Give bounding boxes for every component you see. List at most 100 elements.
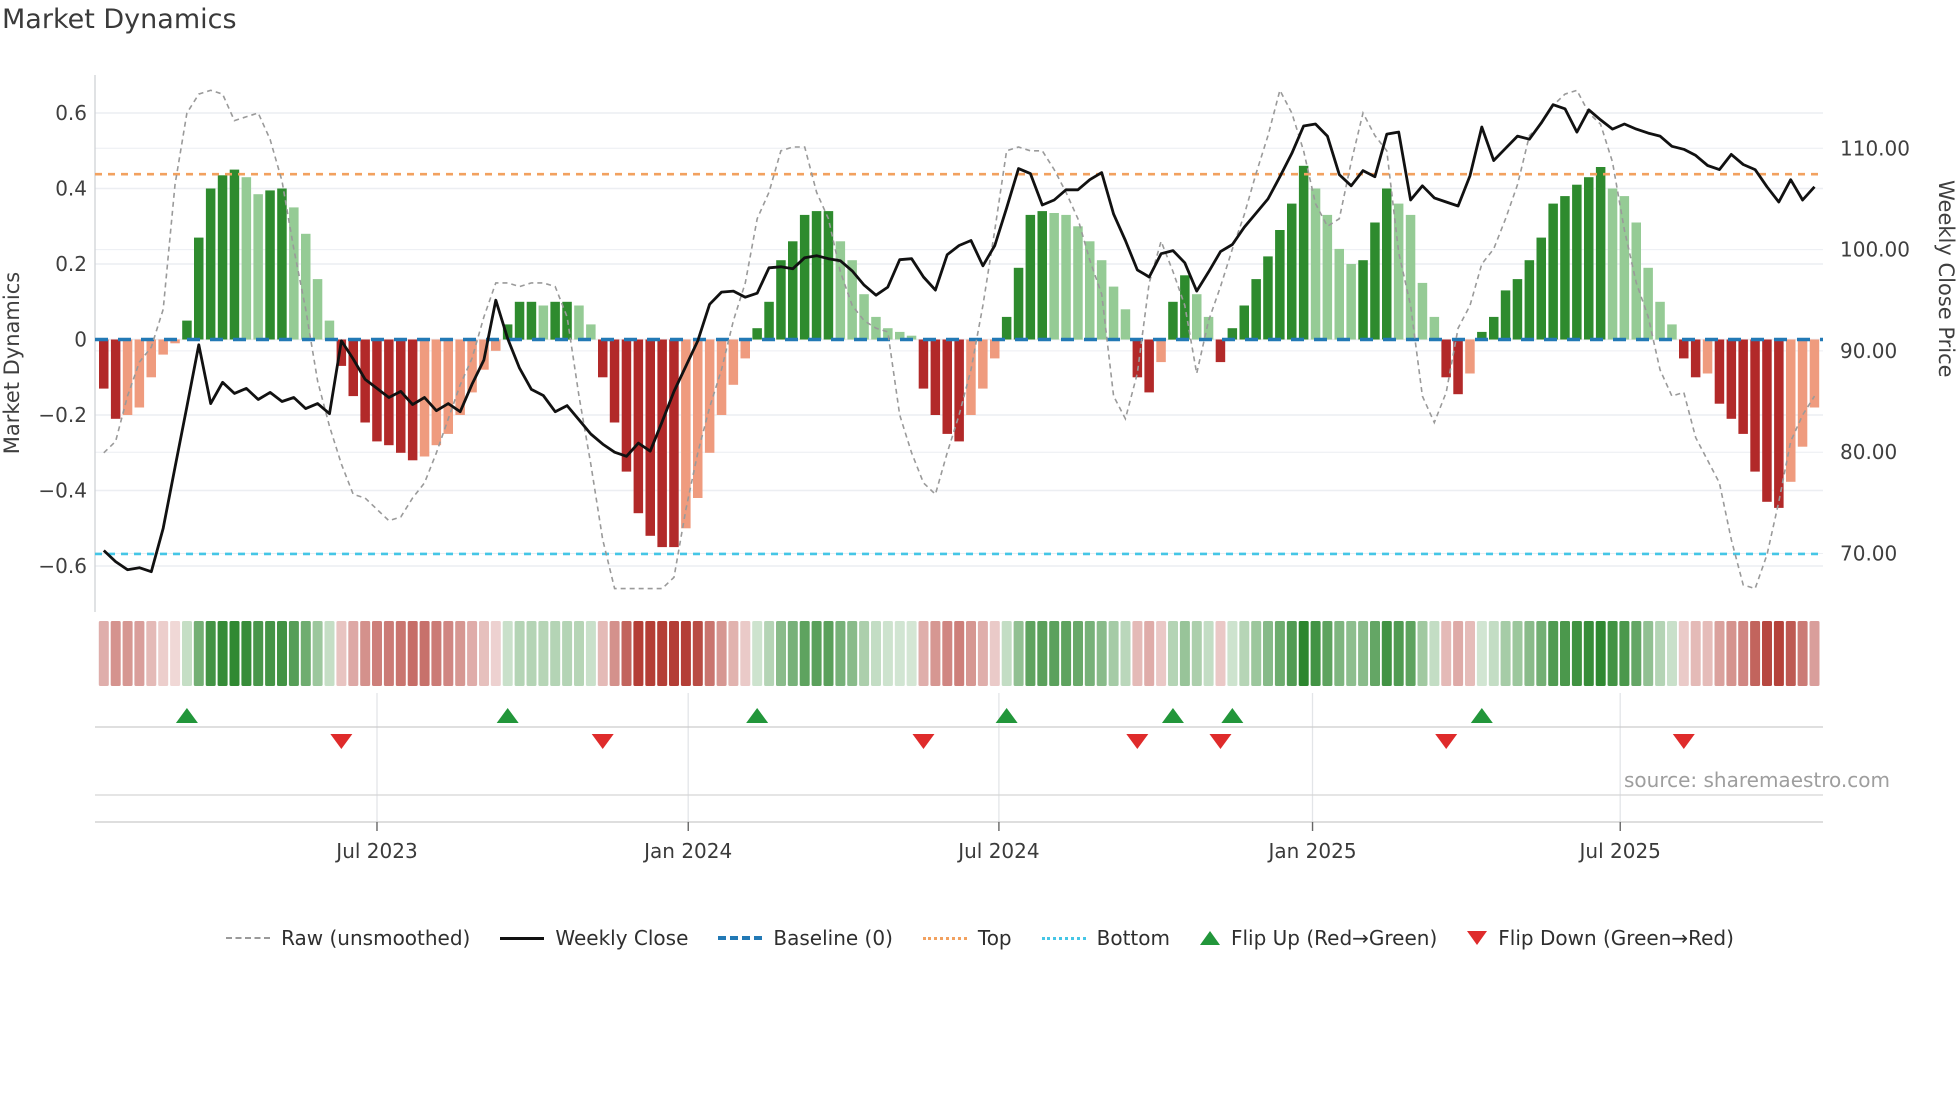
heatmap-cell <box>847 621 858 686</box>
heatmap-cell <box>894 621 905 686</box>
flip-up-marker <box>496 708 519 723</box>
oscillator-bar <box>1346 264 1356 340</box>
heatmap-cell <box>395 621 406 686</box>
oscillator-bar <box>1679 339 1689 359</box>
flip-up-marker <box>175 708 198 723</box>
heatmap-cell <box>1179 621 1190 686</box>
heatmap-cell <box>1084 621 1095 686</box>
heatmap-cell <box>1013 621 1024 686</box>
right-tick-label: 110.00 <box>1840 136 1910 160</box>
oscillator-bar <box>1144 339 1154 393</box>
oscillator-bar <box>1714 339 1725 404</box>
heatmap-cell <box>217 621 228 686</box>
legend-label: Top <box>977 926 1012 950</box>
heatmap-cell <box>526 621 537 686</box>
oscillator-bar <box>277 188 287 340</box>
oscillator-bar <box>586 324 596 340</box>
left-tick-label: 0.2 <box>55 252 87 276</box>
oscillator-bar <box>265 190 275 340</box>
oscillator-bar <box>182 320 192 340</box>
heatmap-cell <box>835 621 846 686</box>
oscillator-bar <box>1441 339 1451 378</box>
right-tick-label: 100.00 <box>1840 238 1910 262</box>
heatmap-cell <box>1001 621 1012 686</box>
oscillator-bar <box>396 339 406 453</box>
oscillator-bar <box>1726 339 1737 419</box>
heatmap-cell <box>906 621 917 686</box>
oscillator-bar <box>1025 214 1036 340</box>
heatmap-cell <box>1156 621 1167 686</box>
right-tick-label: 90.00 <box>1840 339 1897 363</box>
oscillator-bar <box>1049 213 1059 340</box>
heatmap-cell <box>1215 621 1226 686</box>
oscillator-bar <box>1013 267 1024 340</box>
flip-down-marker <box>330 734 353 749</box>
flip-down-marker <box>1209 734 1232 749</box>
oscillator-bar <box>1370 222 1380 340</box>
oscillator-bar <box>134 339 145 408</box>
legend-label: Flip Down (Green→Red) <box>1498 926 1734 950</box>
flip-up-marker <box>1221 708 1244 723</box>
heatmap-cell <box>265 621 276 686</box>
chart-legend: Raw (unsmoothed) Weekly Close Baseline (0)… <box>0 926 1960 950</box>
heatmap-cell <box>728 621 739 686</box>
baseline-swatch <box>718 936 763 940</box>
heatmap-cell <box>1358 621 1369 686</box>
heatmap-cell <box>740 621 751 686</box>
oscillator-bar <box>1667 324 1677 340</box>
oscillator-bar <box>1702 339 1713 374</box>
oscillator-bar <box>1595 167 1606 340</box>
heatmap-cell <box>918 621 929 686</box>
heatmap-cell <box>1476 621 1487 686</box>
flip-down-marker <box>591 734 614 749</box>
oscillator-bar <box>657 339 667 548</box>
oscillator-bar <box>1120 309 1131 340</box>
oscillator-bar <box>1762 339 1772 502</box>
oscillator-bar <box>954 339 964 442</box>
heatmap-cell <box>776 621 786 686</box>
oscillator-bar <box>1750 339 1760 472</box>
heatmap-cell <box>1168 621 1178 686</box>
heatmap-cell <box>1310 621 1321 686</box>
heatmap-cell <box>1738 621 1749 686</box>
heatmap-cell <box>680 621 691 686</box>
flip-down-icon <box>1467 931 1488 945</box>
heatmap-cell <box>336 621 347 686</box>
heatmap-cell <box>1393 621 1404 686</box>
page-title: Market Dynamics <box>2 4 237 35</box>
raw-line-swatch <box>226 937 271 939</box>
heatmap-cell <box>657 621 668 686</box>
heatmap-cell <box>1132 621 1143 686</box>
x-tick-label: Jul 2023 <box>334 839 417 863</box>
oscillator-bar <box>289 207 299 340</box>
oscillator-bar <box>1251 279 1261 340</box>
oscillator-bar <box>312 279 323 340</box>
left-tick-label: −0.6 <box>38 554 87 578</box>
oscillator-bar <box>301 233 311 340</box>
oscillator-bar <box>1322 214 1333 340</box>
heatmap-cell <box>1144 621 1155 686</box>
oscillator-bar <box>918 339 929 389</box>
heatmap-cell <box>205 621 216 686</box>
heatmap-cell <box>1049 621 1060 686</box>
x-tick-label: Jul 2025 <box>1578 839 1661 863</box>
oscillator-bar <box>1417 282 1428 340</box>
oscillator-bar <box>859 294 869 340</box>
oscillator-bar <box>348 339 358 397</box>
oscillator-bar <box>514 301 525 340</box>
oscillator-bar <box>609 339 620 423</box>
oscillator-bar <box>1489 316 1499 340</box>
oscillator-bar <box>217 175 228 340</box>
heatmap-cell <box>1750 621 1761 686</box>
heatmap-cell <box>1488 621 1499 686</box>
flip-up-marker <box>1161 708 1184 723</box>
oscillator-bar <box>764 301 774 340</box>
legend-item: Flip Down (Green→Red) <box>1467 926 1734 950</box>
heatmap-cell <box>1334 621 1345 686</box>
raw-line <box>103 88 1816 590</box>
heatmap-cell <box>752 621 763 686</box>
oscillator-bar <box>122 339 133 415</box>
heatmap-cell <box>609 621 620 686</box>
oscillator-bar <box>336 339 347 366</box>
heatmap-cell <box>942 621 953 686</box>
